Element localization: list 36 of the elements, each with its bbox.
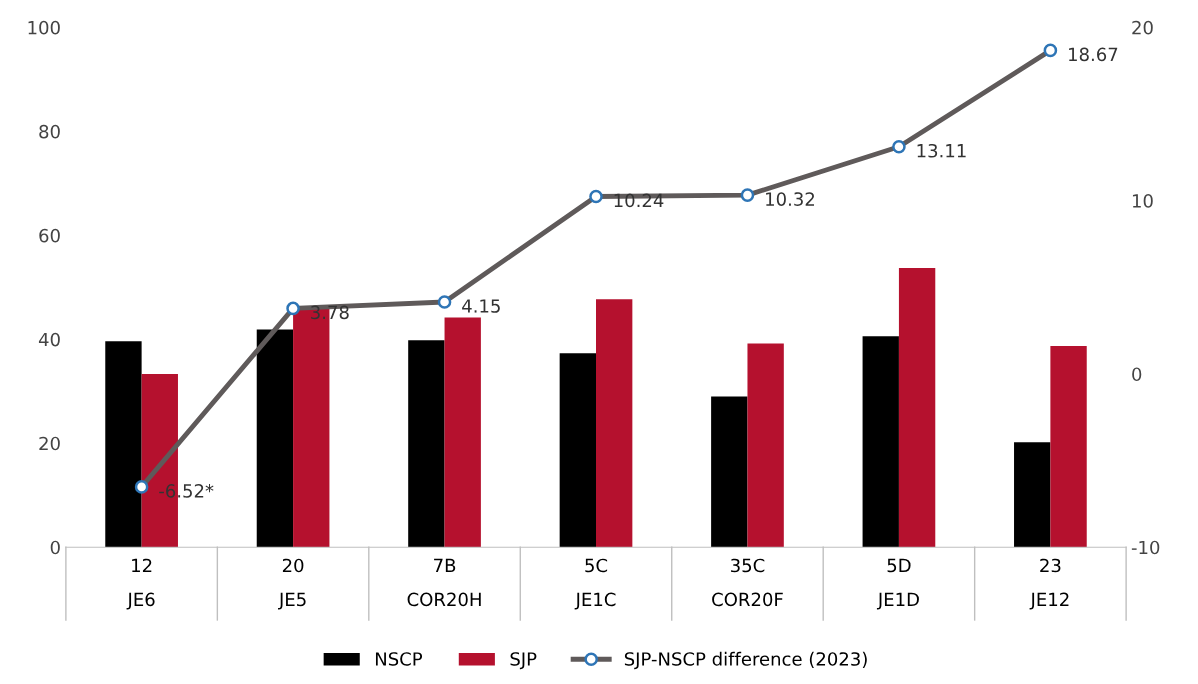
y-tick-label: 0 (50, 540, 60, 555)
bar (256, 329, 294, 548)
data-label: 13.11 (917, 143, 966, 158)
bar (747, 343, 784, 548)
x-tick-label: 23 JE12 (1029, 558, 1069, 610)
bar (711, 396, 748, 548)
legend-label: SJP-NSCP difference (2023) (624, 651, 867, 670)
bar (596, 299, 633, 548)
y-tick-label: 100 (28, 20, 60, 35)
bar (444, 317, 481, 548)
x-tick-label: 7B COR20H (407, 558, 481, 607)
data-label: 18.67 (1069, 47, 1118, 62)
bar (862, 336, 899, 548)
y2-tick-label: 20 (1132, 20, 1153, 35)
y-tick-label: 40 (38, 332, 60, 347)
legend-label: NSCP (375, 652, 423, 666)
bar (105, 341, 142, 548)
bar (559, 353, 597, 548)
y-tick-label: 60 (39, 228, 60, 243)
bar (1050, 346, 1087, 548)
bar (898, 268, 936, 548)
y-tick-label: 20 (39, 436, 60, 451)
data-label: 10.32 (766, 192, 815, 206)
y2-tick-label: 10 (1132, 194, 1153, 208)
y-tick-label: 80 (39, 124, 60, 139)
data-label: 4.15 (462, 299, 500, 313)
bar (408, 340, 445, 548)
bar (1014, 442, 1051, 548)
y2-tick-label: 0 (1132, 367, 1142, 382)
x-tick-label: 12 JE6 (126, 558, 155, 610)
x-tick-label: 5D JE1D (876, 558, 919, 610)
x-tick-label: 20 JE5 (278, 558, 306, 610)
x-tick-label: 35C COR20F (712, 558, 783, 607)
x-tick-label: 5C JE1C (574, 558, 616, 610)
legend-label: SJP (510, 652, 537, 670)
y2-tick-label: -10 (1131, 540, 1160, 555)
